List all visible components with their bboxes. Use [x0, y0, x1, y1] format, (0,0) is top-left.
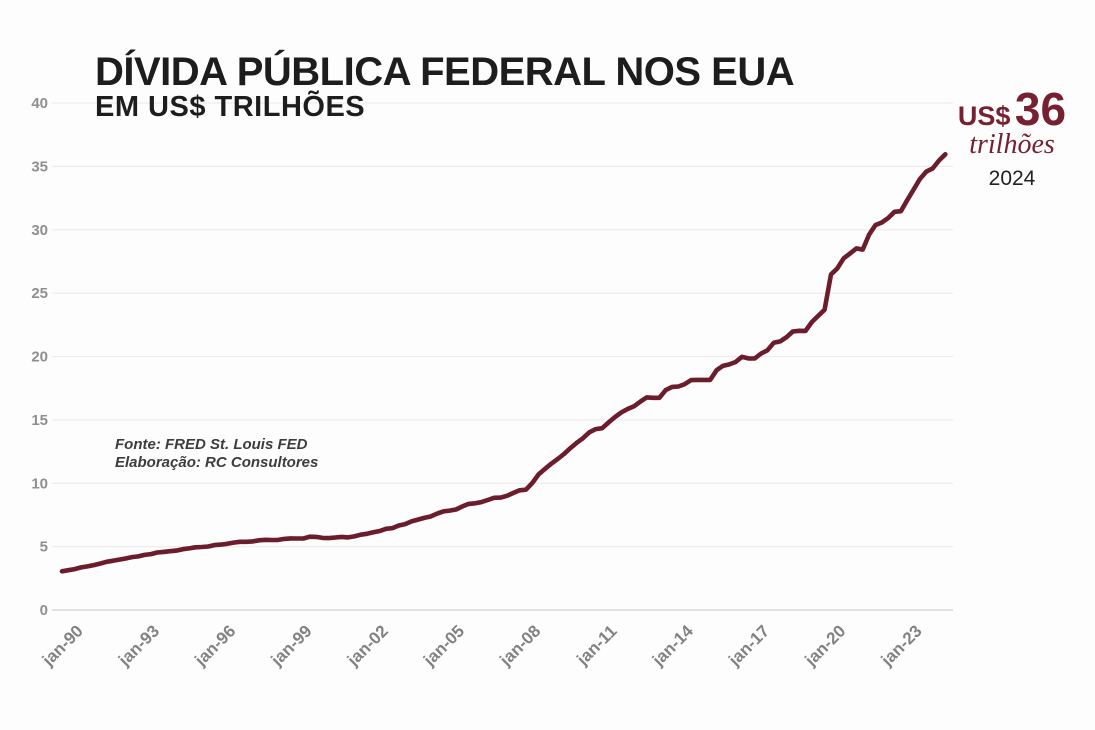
- x-tick-label: jan-17: [724, 621, 773, 670]
- annotation-currency-label: US$: [957, 101, 1011, 131]
- x-tick-label: jan-90: [38, 621, 87, 670]
- title-block: DÍVIDA PÚBLICA FEDERAL NOS EUA EM US$ TR…: [95, 50, 795, 123]
- annotation-value-line: US$ 36: [937, 86, 1087, 132]
- debt-line-series: [59, 152, 948, 574]
- source-note: Fonte: FRED St. Louis FED Elaboração: RC…: [115, 436, 318, 472]
- y-tick-label: 10: [31, 475, 48, 492]
- x-tick-label: jan-99: [267, 621, 316, 670]
- y-tick-label: 30: [31, 222, 48, 239]
- callout-annotation: US$ 36 trilhões 2024: [937, 86, 1087, 191]
- x-tick-label: jan-05: [419, 621, 468, 670]
- y-tick-label: 25: [31, 285, 48, 302]
- x-tick-label: jan-11: [572, 621, 620, 669]
- annotation-year: 2024: [988, 166, 1036, 190]
- source-line-1: Fonte: FRED St. Louis FED: [115, 436, 308, 453]
- x-tick-label: jan-08: [495, 621, 544, 670]
- x-tick-label: jan-96: [190, 621, 239, 670]
- y-tick-label: 20: [31, 349, 48, 366]
- y-tick-label: 0: [40, 602, 48, 619]
- page-subtitle: EM US$ TRILHÕES: [95, 91, 366, 123]
- y-tick-label: 15: [31, 412, 48, 429]
- source-line-2: Elaboração: RC Consultores: [115, 454, 319, 471]
- x-tick-label: jan-20: [801, 621, 850, 670]
- annotation-unit: trilhões: [969, 129, 1055, 160]
- page-title: DÍVIDA PÚBLICA FEDERAL NOS EUA: [95, 50, 795, 94]
- x-tick-label: jan-02: [343, 621, 392, 670]
- x-tick-label: jan-23: [877, 621, 926, 670]
- y-tick-label: 5: [40, 539, 48, 556]
- x-tick-label: jan-93: [114, 621, 163, 670]
- x-tick-label: jan-14: [648, 621, 697, 670]
- y-tick-label: 35: [31, 158, 48, 175]
- y-tick-label: 40: [31, 95, 48, 112]
- annotation-value: 36: [1014, 83, 1067, 135]
